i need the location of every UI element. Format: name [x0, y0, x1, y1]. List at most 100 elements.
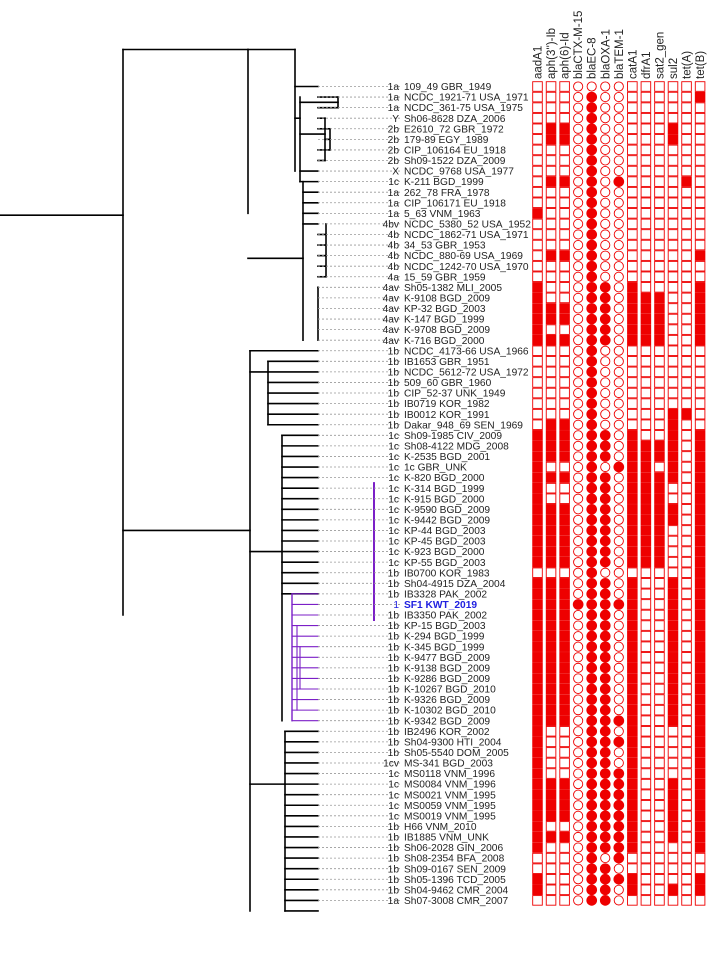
gene-absent-cell: [559, 852, 570, 864]
gene-absent-cell: [681, 102, 692, 113]
gene-present-cell: [532, 440, 543, 452]
gene-absent-dot: [613, 102, 624, 113]
gene-absent-cell: [545, 884, 557, 896]
gene-absent-cell: [681, 525, 692, 536]
gene-absent-cell: [681, 451, 692, 462]
gene-present-cell: [545, 620, 557, 631]
gene-absent-cell: [627, 123, 638, 135]
gene-absent-cell: [681, 398, 692, 409]
gene-absent-dot: [573, 863, 584, 874]
gene-absent-dot: [573, 451, 584, 462]
gene-present-cell: [627, 768, 638, 779]
gene-absent-cell: [667, 303, 679, 314]
gene-present-cell: [667, 673, 679, 684]
gene-absent-dot: [600, 229, 611, 240]
serotype-label: 4av: [383, 304, 400, 315]
gene-present-dot: [586, 694, 598, 705]
gene-present-dot: [599, 683, 611, 695]
gene-absent-cell: [681, 630, 692, 642]
taxon-name: IB1653 GBR_1951: [404, 357, 490, 368]
gene-present-dot: [586, 144, 598, 156]
gene-absent-dot: [573, 736, 584, 747]
gene-present-cell: [667, 821, 679, 832]
gene-present-cell: [667, 884, 679, 896]
gene-header: catA1: [627, 50, 639, 79]
gene-present-cell: [654, 451, 665, 462]
gene-present-dot: [613, 778, 625, 790]
gene-absent-cell: [667, 102, 679, 113]
gene-present-dot: [599, 313, 611, 325]
gene-absent-cell: [640, 250, 652, 261]
gene-present-cell: [559, 525, 570, 536]
gene-present-cell: [694, 757, 706, 769]
phylogenetic-tree: [0, 48, 375, 912]
gene-absent-cell: [559, 345, 570, 357]
gene-absent-cell: [640, 747, 652, 758]
gene-absent-cell: [640, 863, 652, 874]
gene-present-cell: [545, 778, 557, 790]
gene-absent-dot: [613, 377, 624, 388]
taxon-name: K-915 BGD_2000: [404, 494, 485, 505]
gene-absent-cell: [640, 726, 652, 737]
gene-absent-cell: [559, 197, 570, 209]
gene-present-dot: [586, 514, 598, 526]
gene-absent-cell: [681, 260, 692, 272]
gene-present-cell: [667, 504, 679, 515]
gene-present-dot: [586, 207, 598, 219]
gene-absent-dot: [600, 461, 611, 473]
gene-absent-cell: [559, 292, 570, 304]
gene-absent-cell: [694, 165, 706, 177]
gene-present-dot: [599, 525, 611, 536]
gene-present-cell: [559, 440, 570, 452]
gene-absent-cell: [667, 556, 679, 568]
gene-absent-cell: [545, 260, 557, 272]
gene-present-cell: [640, 535, 652, 547]
gene-absent-cell: [640, 715, 652, 726]
gene-absent-dot: [573, 398, 584, 409]
taxon-name: K-9708 BGD_2009: [404, 325, 490, 336]
gene-present-cell: [694, 472, 706, 483]
serotype-label: 1b: [388, 579, 400, 590]
gene-absent-cell: [640, 620, 652, 631]
gene-present-cell: [559, 514, 570, 526]
gene-present-dot: [613, 831, 625, 843]
gene-present-cell: [627, 800, 638, 811]
gene-present-dot: [586, 366, 598, 378]
gene-present-cell: [559, 250, 570, 261]
gene-present-dot: [586, 440, 598, 452]
gene-absent-dot: [573, 525, 584, 536]
taxon-name: K-923 BGD_2000: [404, 547, 485, 558]
taxon-name: KP-32 BGD_2003: [404, 304, 486, 315]
gene-absent-cell: [681, 472, 692, 483]
gene-absent-cell: [667, 165, 679, 177]
gene-present-dot: [599, 503, 611, 515]
gene-absent-cell: [694, 398, 706, 409]
gene-present-dot: [586, 472, 598, 483]
gene-absent-dot: [573, 895, 584, 906]
gene-absent-cell: [640, 176, 652, 187]
gene-absent-cell: [681, 482, 692, 494]
taxon-name: Sh07-3008 CMR_2007: [404, 896, 509, 907]
serotype-label: 1b: [388, 568, 400, 579]
gene-absent-cell: [559, 282, 570, 293]
gene-present-cell: [694, 588, 706, 600]
gene-present-dot: [586, 799, 598, 811]
serotype-label: 1b: [388, 378, 400, 389]
gene-absent-dot: [600, 208, 611, 219]
gene-present-dot: [599, 588, 611, 600]
gene-present-dot: [586, 229, 598, 240]
gene-present-dot: [586, 165, 598, 177]
gene-absent-cell: [667, 377, 679, 388]
gene-present-cell: [627, 652, 638, 663]
gene-absent-cell: [532, 91, 543, 103]
gene-absent-cell: [681, 726, 692, 737]
gene-absent-cell: [667, 91, 679, 103]
gene-absent-cell: [640, 704, 652, 716]
gene-present-cell: [545, 630, 557, 642]
gene-absent-cell: [640, 366, 652, 378]
gene-absent-cell: [694, 345, 706, 357]
gene-absent-dot: [573, 842, 584, 853]
gene-absent-cell: [667, 895, 679, 906]
serotype-label: 1a: [388, 896, 400, 907]
gene-absent-dot: [573, 409, 584, 420]
